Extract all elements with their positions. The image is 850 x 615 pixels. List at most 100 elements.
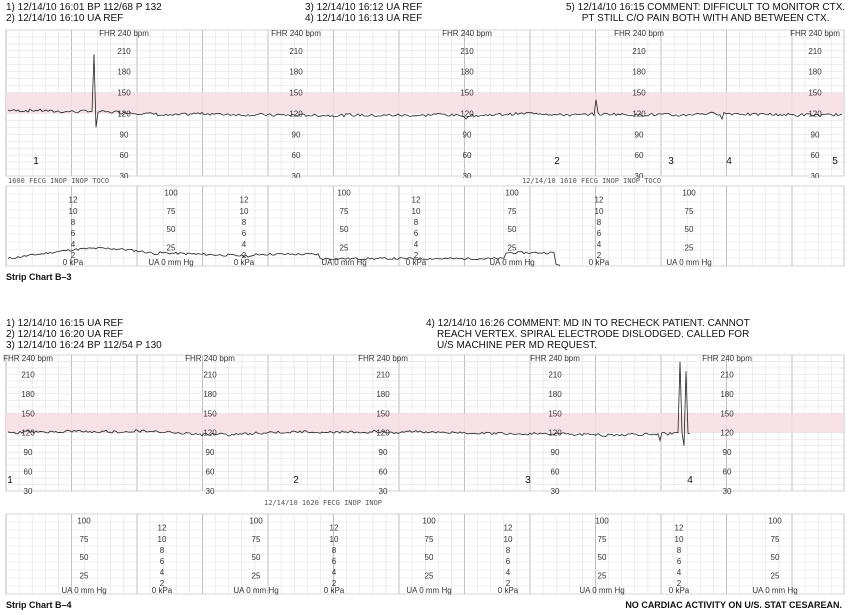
toco-mmhg-tick: 25 [252,572,261,581]
annotation-line: 3) 12/14/10 16:12 UA REF [305,2,423,13]
annotation-line: 5) 12/14/10 16:15 COMMENT: DIFFICULT TO … [566,2,846,13]
toco-mmhg-tick: 50 [685,225,694,234]
fhr-scale-tick: 30 [723,487,732,495]
footnote: NO CARDIAC ACTIVITY ON U/S. STAT CESAREA… [625,600,842,610]
event-mark: 4 [726,156,732,167]
toco-mmhg-tick: 75 [771,535,780,544]
toco-mmhg-tick: 25 [508,244,517,253]
ua-label: UA 0 mm Hg [579,586,624,595]
fhr-trace [7,361,691,446]
toco-kpa-tick: 12 [504,524,513,533]
toco-kpa-tick: 8 [597,218,602,227]
fhr-scale-tick: 30 [24,487,33,495]
toco-kpa-tick: 10 [595,207,604,216]
toco-kpa-tick: 6 [332,557,337,566]
toco-kpa-tick: 12 [240,196,249,205]
toco-kpa-tick: 10 [240,207,249,216]
toco-mmhg-tick: 75 [598,535,607,544]
fhr-scale-tick: 150 [203,409,217,418]
fhr-scale-tick: 30 [811,172,820,178]
b3-annotations-right: 5) 12/14/10 16:15 COMMENT: DIFFICULT TO … [566,2,845,24]
fhr-scale-tick: 60 [292,151,301,160]
toco-kpa-tick: 10 [504,535,513,544]
toco-mmhg-tick: 100 [595,516,609,525]
fhr-scale-tick: 180 [376,390,390,399]
fhr-scale-tick: 90 [463,130,472,139]
toco-mmhg-tick: 100 [337,188,351,197]
toco-kpa-tick: 2 [71,251,76,260]
fhr-header: FHR 240 bpm [271,29,321,38]
fhr-header: FHR 240 bpm [185,354,235,363]
toco-kpa-tick: 2 [506,579,511,588]
annotation-line: REACH VERTEX. SPIRAL ELECTRODE DISLODGED… [437,329,750,340]
ua-label: UA 0 mm Hg [321,258,366,267]
fhr-scale-tick: 120 [548,429,562,438]
toco-kpa-tick: 2 [332,579,337,588]
fhr-scale-tick: 210 [808,47,822,56]
toco-kpa-tick: 6 [677,557,682,566]
fhr-scale-tick: 210 [460,47,474,56]
toco-mmhg-tick: 25 [771,572,780,581]
toco-kpa-tick: 6 [414,229,419,238]
fhr-header: FHR 240 bpm [3,354,53,363]
fhr-scale-tick: 180 [289,68,303,77]
fhr-scale-tick: 90 [551,448,560,457]
fhr-scale-tick: 90 [292,130,301,139]
event-mark: 2 [554,156,560,167]
fhr-scale-tick: 180 [203,390,217,399]
toco-mmhg-tick: 25 [685,244,694,253]
toco-mmhg-tick: 100 [77,516,91,525]
toco-mmhg-tick: 75 [685,207,694,216]
toco-kpa-tick: 2 [597,251,602,260]
kpa-label: 0 kPa [589,258,610,267]
fhr-scale-tick: 150 [21,409,35,418]
toco-mmhg-tick: 50 [425,553,434,562]
toco-kpa-tick: 4 [597,240,602,249]
toco-kpa-tick: 10 [412,207,421,216]
toco-mmhg-tick: 25 [340,244,349,253]
fhr-scale-tick: 90 [206,448,215,457]
fhr-scale-tick: 120 [460,109,474,118]
toco-kpa-tick: 6 [242,229,247,238]
toco-kpa-tick: 2 [414,251,419,260]
ua-label: UA 0 mm Hg [752,586,797,595]
toco-kpa-tick: 4 [332,568,337,577]
toco-mmhg-tick: 50 [340,225,349,234]
toco-kpa-tick: 12 [675,524,684,533]
fhr-scale-tick: 60 [463,151,472,160]
fhr-scale-tick: 210 [117,47,131,56]
toco-kpa-tick: 12 [595,196,604,205]
kpa-label: 0 kPa [63,258,84,267]
fhr-scale-tick: 210 [376,370,390,379]
ua-label: UA 0 mm Hg [406,586,451,595]
kpa-label: 0 kPa [152,586,173,595]
toco-mmhg-tick: 75 [508,207,517,216]
fhr-scale-tick: 210 [720,370,734,379]
toco-kpa-tick: 8 [506,546,511,555]
fhr-scale-tick: 180 [808,68,822,77]
fhr-scale-tick: 180 [632,68,646,77]
toco-mmhg-tick: 25 [80,572,89,581]
toco-kpa-tick: 8 [414,218,419,227]
fhr-scale-tick: 90 [635,130,644,139]
fhr-scale-tick: 60 [635,151,644,160]
toco-kpa-tick: 6 [506,557,511,566]
fhr-scale-tick: 120 [289,109,303,118]
ua-label: UA 0 mm Hg [489,258,534,267]
fhr-scale-tick: 120 [203,429,217,438]
toco-kpa-tick: 6 [597,229,602,238]
annotation-line: 1) 12/14/10 16:01 BP 112/68 P 132 [6,2,162,13]
fhr-scale-tick: 90 [379,448,388,457]
toco-kpa-tick: 10 [675,535,684,544]
kpa-label: 0 kPa [406,258,427,267]
toco-status-text: 12/14/10 1620 FECG INOP INOP [264,500,382,507]
fhr-scale-tick: 120 [376,429,390,438]
fhr-scale-tick: 120 [21,429,35,438]
ua-label: UA 0 mm Hg [233,586,278,595]
fhr-scale-tick: 30 [379,487,388,495]
toco-status-text: 12/14/10 1610 FECG INOP INOP TOCO [522,178,661,185]
b4-chart-label: Strip Chart B–4 [6,600,72,610]
event-mark: 3 [525,475,531,486]
toco-kpa-tick: 8 [677,546,682,555]
toco-mmhg-tick: 75 [340,207,349,216]
